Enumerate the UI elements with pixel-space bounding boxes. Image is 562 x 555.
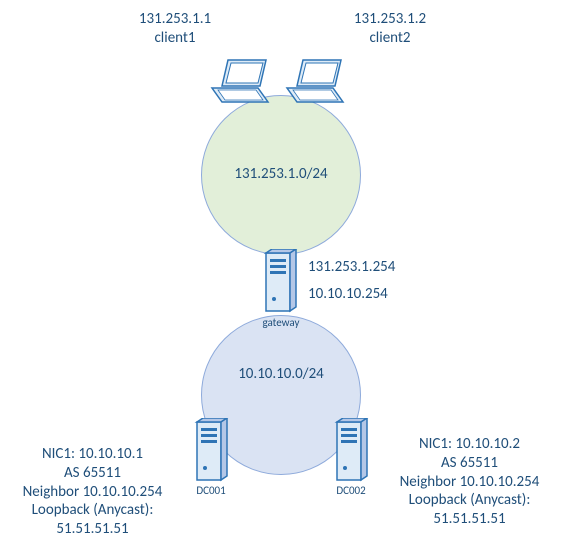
client1-label: 131.253.1.1 client1 bbox=[95, 10, 255, 48]
laptop-icon bbox=[283, 58, 353, 106]
dc002-loopback-ip: 51.51.51.51 bbox=[433, 510, 505, 528]
dc001-loopback-label: Loopback (Anycast): bbox=[32, 501, 154, 519]
server-icon bbox=[193, 418, 231, 484]
dc002-as: AS 65511 bbox=[441, 454, 498, 472]
gateway-inside-ip: 10.10.10.254 bbox=[308, 285, 438, 304]
client2-ip: 131.253.1.2 bbox=[354, 10, 426, 28]
dc002-nic1: NIC1: 10.10.10.2 bbox=[419, 435, 520, 453]
client2-name: client2 bbox=[369, 29, 410, 47]
dc001-info: NIC1: 10.10.10.1 AS 65511 Neighbor 10.10… bbox=[0, 445, 185, 539]
dc001-as: AS 65511 bbox=[64, 464, 121, 482]
dc001-neighbor: Neighbor 10.10.10.254 bbox=[23, 483, 163, 501]
server-icon bbox=[333, 418, 371, 484]
dc001-name: DC001 bbox=[186, 484, 236, 497]
client1-name: client1 bbox=[154, 29, 195, 47]
client2-label: 131.253.1.2 client2 bbox=[310, 10, 470, 48]
dc002-neighbor: Neighbor 10.10.10.254 bbox=[400, 473, 540, 491]
gateway-name: gateway bbox=[250, 316, 312, 329]
dc001-loopback-ip: 51.51.51.51 bbox=[56, 520, 128, 538]
client1-ip: 131.253.1.1 bbox=[139, 10, 211, 28]
laptop-icon bbox=[208, 58, 278, 106]
client-network-cidr: 131.253.1.0/24 bbox=[201, 165, 361, 184]
dc001-nic1: NIC1: 10.10.10.1 bbox=[42, 445, 143, 463]
dc002-loopback-label: Loopback (Anycast): bbox=[409, 491, 531, 509]
dc002-name: DC002 bbox=[326, 484, 376, 497]
dc002-info: NIC1: 10.10.10.2 AS 65511 Neighbor 10.10… bbox=[377, 435, 562, 529]
server-icon bbox=[262, 249, 300, 315]
gateway-outside-ip: 131.253.1.254 bbox=[308, 258, 438, 277]
server-network-cidr: 10.10.10.0/24 bbox=[201, 365, 361, 384]
